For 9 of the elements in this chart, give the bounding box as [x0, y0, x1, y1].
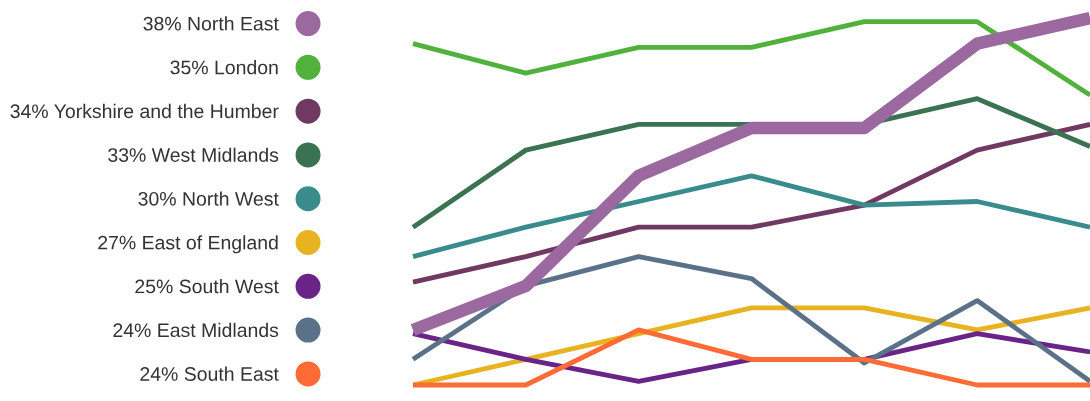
legend-label: 34% Yorkshire and the Humber — [10, 103, 279, 119]
legend-label: 27% East of England — [98, 235, 278, 254]
legend-label: 24% South East — [140, 366, 279, 381]
legend-label: 38% North East — [143, 16, 279, 31]
legend-label: 25% South West — [135, 279, 279, 294]
legend-label: 24% East Midlands — [113, 322, 279, 338]
legend-label: 30% North West — [138, 191, 279, 206]
legend-label: 35% London — [170, 60, 278, 75]
legend-label: 33% West Midlands — [108, 147, 279, 162]
